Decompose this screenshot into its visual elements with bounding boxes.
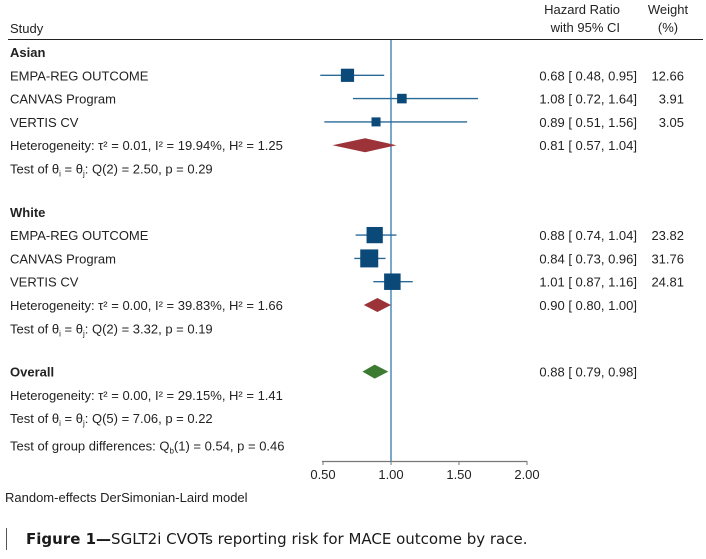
ci-value: 0.68 [ 0.48, 0.95] <box>539 68 637 83</box>
study-label: CANVAS Program <box>10 92 116 107</box>
weight-value: 3.05 <box>659 115 684 130</box>
x-tick-label: 0.50 <box>310 467 335 482</box>
header-hr-line2: with 95% CI <box>550 20 620 35</box>
ci-value: 0.84 [ 0.73, 0.96] <box>539 251 637 266</box>
row-study: EMPA-REG OUTCOME 0.88 [ 0.74, 1.04] 23.82 <box>10 226 684 244</box>
ci-value: 1.08 [ 0.72, 1.64] <box>539 92 637 107</box>
row-note: Test of θi = θj: Q(2) = 3.32, p = 0.19 <box>10 321 213 338</box>
forest-plot: Study Hazard Ratio with 95% CI Weight (%… <box>5 2 703 505</box>
row-overall: Overall 0.88 [ 0.79, 0.98] <box>10 364 637 380</box>
header-weight-line1: Weight <box>648 2 689 17</box>
group-label: Asian <box>10 45 45 60</box>
x-tick-label: 1.50 <box>446 467 471 482</box>
study-label: EMPA-REG OUTCOME <box>10 228 149 243</box>
header-weight-line2: (%) <box>658 20 678 35</box>
stat-label: Test of θi = θj: Q(2) = 3.32, p = 0.19 <box>10 321 213 338</box>
weight-value: 31.76 <box>651 251 684 266</box>
row-study: CANVAS Program 1.08 [ 0.72, 1.64] 3.91 <box>10 92 684 107</box>
x-axis: 0.50 1.00 1.50 2.00 <box>310 460 540 482</box>
stat-label: Heterogeneity: τ² = 0.00, I² = 39.83%, H… <box>10 298 283 313</box>
x-tick-label: 2.00 <box>514 467 539 482</box>
footnote: Random-effects DerSimonian-Laird model <box>5 490 248 505</box>
row-note2: Test of group differences: Qb(1) = 0.54,… <box>10 439 285 456</box>
study-label: VERTIS CV <box>10 115 79 130</box>
ci-value: 0.81 [ 0.57, 1.04] <box>539 138 637 153</box>
weight-value: 12.66 <box>651 68 684 83</box>
study-label: EMPA-REG OUTCOME <box>10 68 149 83</box>
point-estimate-marker <box>397 93 407 104</box>
point-estimate-marker <box>340 68 355 82</box>
row-note: Test of θi = θj: Q(5) = 7.06, p = 0.22 <box>10 411 213 428</box>
point-estimate-marker <box>360 249 379 268</box>
stat-label: Test of θi = θj: Q(2) = 2.50, p = 0.29 <box>10 162 213 179</box>
row-group: White <box>10 205 45 220</box>
row-study: VERTIS CV 0.89 [ 0.51, 1.56] 3.05 <box>10 115 684 130</box>
row-study: CANVAS Program 0.84 [ 0.73, 0.96] 31.76 <box>10 249 684 268</box>
ci-value: 0.90 [ 0.80, 1.00] <box>539 298 637 313</box>
caption-text: SGLT2i CVOTs reporting risk for MACE out… <box>111 530 528 548</box>
overall-diamond <box>362 364 389 379</box>
header-study: Study <box>10 21 44 36</box>
ci-value: 0.88 [ 0.74, 1.04] <box>539 228 637 243</box>
stat-label: Test of group differences: Qb(1) = 0.54,… <box>10 439 285 456</box>
plot-rows: Asian EMPA-REG OUTCOME 0.68 [ 0.48, 0.95] 1… <box>10 45 684 456</box>
plot-header: Study Hazard Ratio with 95% CI Weight (%… <box>8 2 703 40</box>
row-subgroup: Heterogeneity: τ² = 0.01, I² = 19.94%, H… <box>10 138 637 153</box>
point-estimate-marker <box>366 226 383 244</box>
header-hr-line1: Hazard Ratio <box>544 2 620 17</box>
weight-value: 23.82 <box>651 228 684 243</box>
row-note: Test of θi = θj: Q(2) = 2.50, p = 0.29 <box>10 162 213 179</box>
overall-label: Overall <box>10 365 54 380</box>
weight-value: 3.91 <box>659 92 684 107</box>
caption-bar <box>6 528 7 550</box>
study-label: CANVAS Program <box>10 251 116 266</box>
row-note: Heterogeneity: τ² = 0.00, I² = 29.15%, H… <box>10 388 283 403</box>
group-label: White <box>10 205 45 220</box>
weight-value: 24.81 <box>651 275 684 290</box>
stat-label: Test of θi = θj: Q(5) = 7.06, p = 0.22 <box>10 411 213 428</box>
point-estimate-marker <box>384 273 401 290</box>
row-group: Asian <box>10 45 45 60</box>
subgroup-diamond <box>363 298 391 312</box>
row-study: EMPA-REG OUTCOME 0.68 [ 0.48, 0.95] 12.66 <box>10 68 684 83</box>
caption-label: Figure 1— <box>26 530 112 548</box>
figure-caption: Figure 1—SGLT2i CVOTs reporting risk for… <box>26 530 527 548</box>
row-study: VERTIS CV 1.01 [ 0.87, 1.16] 24.81 <box>10 273 684 290</box>
ci-value: 0.88 [ 0.79, 0.98] <box>539 365 637 380</box>
ci-value: 0.89 [ 0.51, 1.56] <box>539 115 637 130</box>
subgroup-diamond <box>332 138 397 153</box>
point-estimate-marker <box>371 117 381 127</box>
row-subgroup: Heterogeneity: τ² = 0.00, I² = 39.83%, H… <box>10 298 637 313</box>
stat-label: Heterogeneity: τ² = 0.00, I² = 29.15%, H… <box>10 388 283 403</box>
stat-label: Heterogeneity: τ² = 0.01, I² = 19.94%, H… <box>10 138 283 153</box>
ci-value: 1.01 [ 0.87, 1.16] <box>539 275 637 290</box>
study-label: VERTIS CV <box>10 275 79 290</box>
x-tick-label: 1.00 <box>378 467 403 482</box>
